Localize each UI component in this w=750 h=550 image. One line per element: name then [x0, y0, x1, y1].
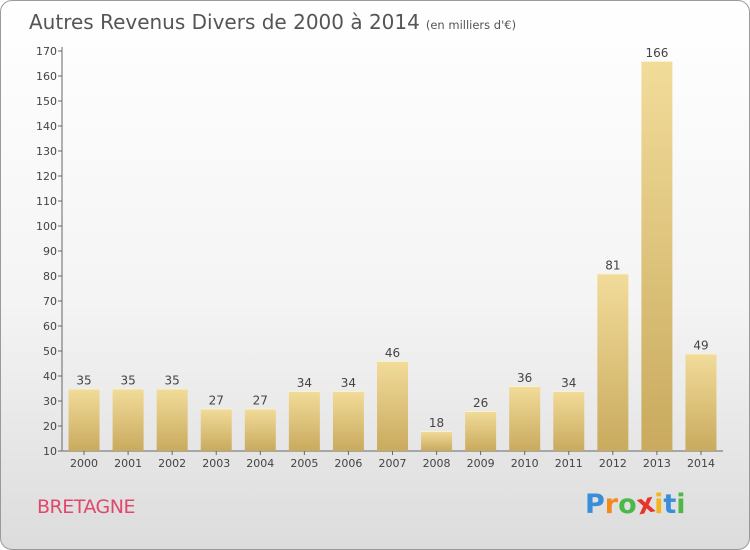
- bar-value-label: 35: [120, 374, 135, 388]
- x-tick-label: 2005: [290, 457, 318, 470]
- bar-value-label: 26: [473, 396, 488, 410]
- y-tick-label: 70: [43, 295, 57, 308]
- bar: [200, 408, 232, 451]
- y-tick-label: 120: [36, 170, 57, 183]
- region-label: BRETAGNE: [37, 496, 135, 518]
- bar: [112, 388, 144, 451]
- x-tick-label: 2001: [114, 457, 142, 470]
- bar-value-label: 34: [561, 376, 576, 390]
- bar-value-label: 49: [693, 339, 708, 353]
- y-tick-label: 50: [43, 345, 57, 358]
- bar-value-label: 18: [429, 416, 444, 430]
- bar-value-label: 46: [385, 346, 400, 360]
- chart-subtitle: (en milliers d'€): [425, 18, 517, 32]
- logo-letter: i: [654, 489, 664, 520]
- proxiti-logo: Proxiti: [585, 488, 686, 522]
- x-tick-label: 2000: [70, 457, 98, 470]
- y-tick-label: 20: [43, 420, 57, 433]
- bar-value-label: 166: [645, 46, 668, 60]
- logo-letter: o: [618, 489, 637, 520]
- y-tick-label: 170: [36, 45, 57, 58]
- y-tick-label: 90: [43, 245, 57, 258]
- x-tick-label: 2004: [246, 457, 274, 470]
- y-tick-label: 80: [43, 270, 57, 283]
- bar: [421, 431, 453, 451]
- bar: [553, 391, 585, 451]
- bar: [156, 388, 188, 451]
- y-tick-label: 130: [36, 145, 57, 158]
- bar-value-label: 34: [341, 376, 356, 390]
- bar: [68, 388, 100, 451]
- bar: [244, 408, 276, 451]
- bar: [377, 361, 408, 451]
- bar: [465, 411, 497, 451]
- bar: [509, 386, 541, 451]
- bar-value-label: 36: [517, 371, 532, 385]
- bar: [288, 391, 320, 451]
- bar-value-label: 81: [605, 259, 620, 273]
- x-tick-label: 2008: [423, 457, 451, 470]
- x-tick-label: 2011: [555, 457, 583, 470]
- x-tick-label: 2007: [379, 457, 407, 470]
- x-tick-label: 2012: [599, 457, 627, 470]
- bar: [597, 273, 629, 451]
- bar-value-label: 27: [209, 394, 224, 408]
- bar-value-label: 27: [253, 394, 268, 408]
- x-tick-label: 2006: [334, 457, 362, 470]
- bar-value-label: 34: [297, 376, 312, 390]
- logo-letter: i: [676, 489, 686, 520]
- logo-letter: t: [663, 489, 677, 520]
- chart-title-text: Autres Revenus Divers de 2000 à 2014: [29, 10, 420, 34]
- bar: [641, 61, 673, 451]
- logo-letter: r: [604, 489, 619, 520]
- y-tick-label: 160: [36, 70, 57, 83]
- chart-title: Autres Revenus Divers de 2000 à 2014 (en …: [29, 10, 516, 34]
- bar: [332, 391, 364, 451]
- y-tick-label: 30: [43, 395, 57, 408]
- y-tick-label: 140: [36, 120, 57, 133]
- y-tick-label: 40: [43, 370, 57, 383]
- x-tick-label: 2003: [202, 457, 230, 470]
- y-tick-label: 110: [36, 195, 57, 208]
- x-tick-label: 2010: [511, 457, 539, 470]
- logo-letter: P: [585, 489, 605, 520]
- y-tick-label: 100: [36, 220, 57, 233]
- x-tick-label: 2002: [158, 457, 186, 470]
- bar-value-label: 35: [76, 374, 91, 388]
- y-tick-label: 10: [43, 445, 57, 458]
- x-tick-label: 2009: [467, 457, 495, 470]
- y-tick-label: 150: [36, 95, 57, 108]
- x-tick-label: 2014: [687, 457, 715, 470]
- y-tick-label: 60: [43, 320, 57, 333]
- x-tick-label: 2013: [643, 457, 671, 470]
- bar: [685, 353, 717, 451]
- bar-value-label: 35: [165, 374, 180, 388]
